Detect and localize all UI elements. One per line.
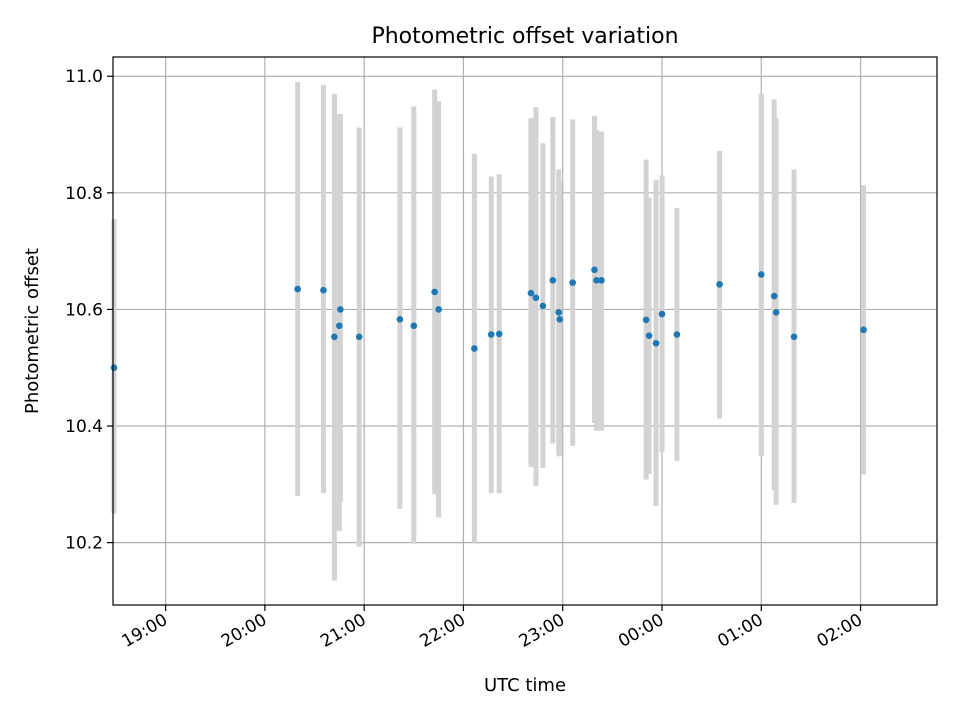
data-point (569, 279, 576, 286)
chart-title: Photometric offset variation (371, 24, 678, 49)
x-axis-label: UTC time (484, 675, 566, 696)
data-point (790, 333, 798, 341)
data-point (110, 364, 118, 372)
data-point (593, 276, 600, 284)
data-point (410, 322, 418, 330)
y-tick-label: 10.4 (65, 417, 103, 437)
data-point (294, 285, 301, 293)
data-point (532, 294, 540, 302)
data-point (539, 302, 547, 310)
data-point (471, 345, 478, 352)
data-point (555, 309, 563, 316)
y-axis-label: Photometric offset (22, 248, 43, 414)
y-tick-label: 10.6 (65, 300, 103, 320)
y-tick-label: 11.0 (65, 67, 103, 87)
y-tick-label: 10.8 (65, 184, 103, 204)
data-point (757, 271, 765, 278)
data-point (431, 288, 438, 296)
data-point (527, 289, 535, 297)
y-tick-label: 10.2 (65, 534, 103, 554)
data-points (110, 266, 867, 372)
data-point (487, 331, 495, 338)
data-point (652, 339, 660, 347)
data-point (860, 326, 867, 334)
data-point (591, 266, 598, 274)
data-point (642, 316, 650, 324)
data-point (355, 333, 363, 341)
data-point (716, 281, 723, 288)
plot-area-frame (112, 56, 938, 606)
data-point (658, 310, 666, 318)
y-axis-ticks: 10.2 10.4 10.6 10.8 11.0 (65, 67, 113, 554)
data-point (772, 309, 780, 316)
data-point (320, 286, 327, 294)
data-point (673, 331, 681, 338)
data-point (396, 316, 404, 323)
data-point (770, 292, 778, 300)
data-point (336, 322, 343, 330)
data-point (556, 316, 564, 323)
data-point (435, 306, 442, 313)
data-point (549, 276, 557, 284)
data-point (645, 332, 653, 339)
data-point (337, 306, 344, 313)
data-point (598, 276, 605, 284)
data-point (495, 330, 503, 338)
data-point (331, 333, 338, 341)
